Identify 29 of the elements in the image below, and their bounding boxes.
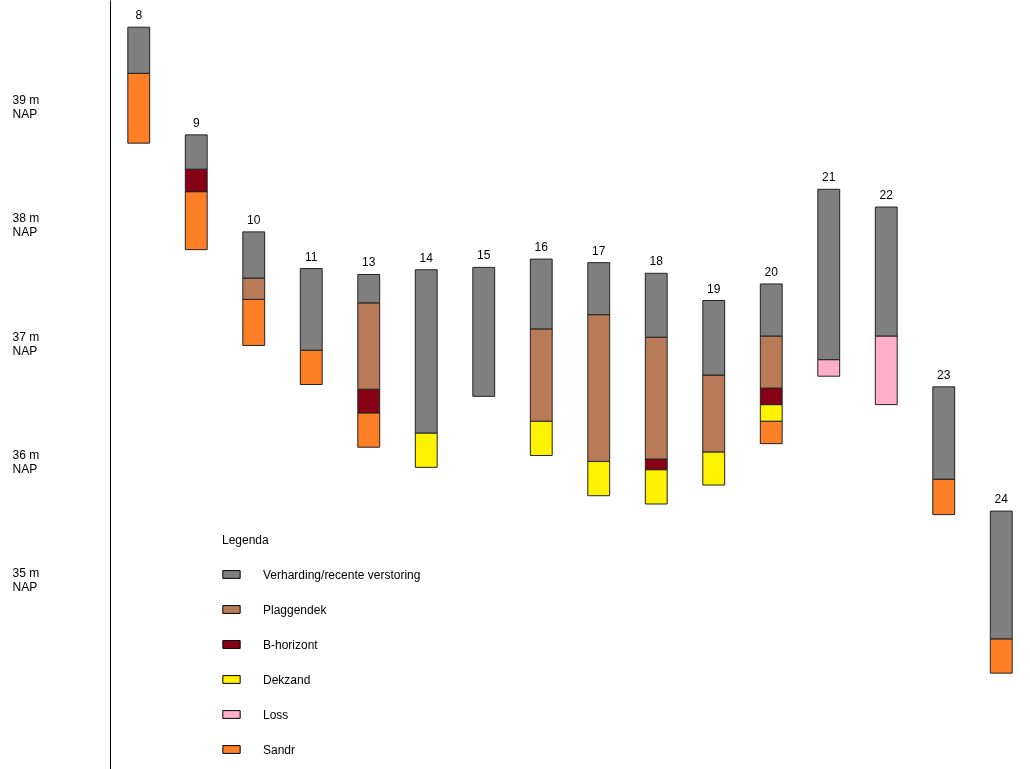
x-tick-label: 24 <box>994 492 1009 507</box>
x-tick-label: 9 <box>192 115 200 130</box>
x-tick-label: 19 <box>707 281 721 296</box>
bar <box>472 266 496 397</box>
x-tick-label: 18 <box>649 254 664 269</box>
y-tick-label: 35 m NAP <box>12 566 40 595</box>
legend-label: Plaggendek <box>263 602 328 617</box>
legend-label: Verharding/recente verstoring <box>263 567 421 582</box>
x-tick-label: 15 <box>477 248 491 263</box>
legend-label: B-horizont <box>263 637 319 652</box>
x-tick-label: 23 <box>937 367 951 382</box>
legend-label: Sandr <box>263 742 296 757</box>
x-tick-label: 14 <box>419 250 434 265</box>
x-tick-label: 20 <box>764 264 779 279</box>
y-tick-label: 39 m NAP <box>12 92 40 121</box>
x-tick-label: 21 <box>822 170 836 185</box>
x-tick-label: 13 <box>362 255 376 270</box>
x-tick-label: 10 <box>247 212 261 227</box>
y-tick-label: 36 m NAP <box>12 447 40 476</box>
y-tick-label: 37 m NAP <box>12 329 40 358</box>
x-tick-label: 16 <box>534 240 549 255</box>
y-tick-label: 38 m NAP <box>12 211 40 240</box>
legend-label: Loss <box>263 707 289 722</box>
legend-title: Legenda <box>222 533 270 547</box>
x-tick-label: 11 <box>305 249 318 264</box>
x-tick-label: 8 <box>135 8 143 23</box>
legend-label: Dekzand <box>263 672 311 687</box>
x-tick-label: 22 <box>879 188 894 203</box>
x-tick-label: 17 <box>592 243 606 258</box>
